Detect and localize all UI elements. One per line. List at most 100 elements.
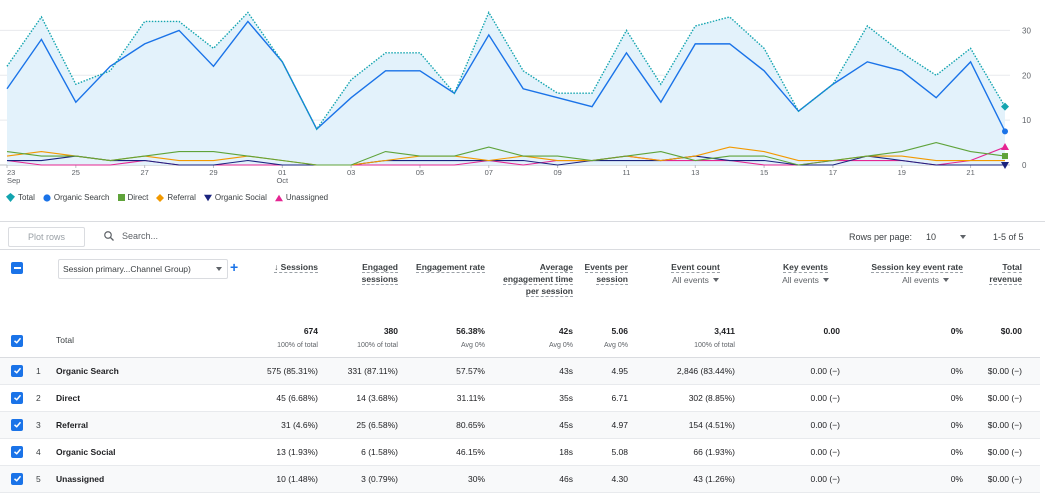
y-tick-label: 0	[1022, 161, 1027, 170]
cell-sessions: 31 (4.6%)	[281, 420, 318, 430]
table-row[interactable]: 1 Organic Search 575 (85.31%) 331 (87.11%) 5…	[0, 357, 1040, 385]
row-checkbox[interactable]	[11, 445, 23, 458]
legend-item[interactable]: Direct	[117, 193, 148, 202]
total-row: Total 674 100% of total 380 100% of total …	[0, 320, 1040, 358]
row-checkbox[interactable]	[11, 418, 23, 431]
legend-item[interactable]: Unassigned	[274, 193, 329, 202]
total-checkbox[interactable]	[11, 334, 23, 347]
x-tick-label: 27	[140, 168, 148, 177]
rows-per-page-select[interactable]: 10	[920, 228, 968, 246]
cell-event-count: 154 (4.51%)	[688, 420, 735, 430]
col-engagement-rate[interactable]: Engagement rate	[408, 250, 495, 320]
x-tick-label: 03	[347, 168, 355, 177]
y-tick-label: 10	[1022, 116, 1031, 125]
header-checkbox-cell	[0, 250, 36, 320]
col-engaged-sessions[interactable]: Engaged sessions	[328, 250, 408, 320]
cell-avg-engagement-time: 18s	[559, 447, 573, 457]
row-index: 2	[36, 393, 41, 403]
cell-events-per-session: 5.08	[611, 447, 628, 457]
x-tick-sublabel: Sep	[7, 176, 20, 185]
cell-avg-engagement-time: 45s	[559, 420, 573, 430]
table-row[interactable]: 3 Referral 31 (4.6%) 25 (6.58%) 80.65% 45s 4.9…	[0, 411, 1040, 439]
session-key-event-rate-filter[interactable]: All events	[902, 275, 949, 285]
cell-engagement-rate: 31.11%	[456, 393, 485, 403]
legend-label: Referral	[167, 193, 196, 202]
dimension-select[interactable]: Session primary...Channel Group)	[58, 259, 228, 279]
row-index: 5	[36, 474, 41, 484]
table-row[interactable]: 5 Unassigned 10 (1.48%) 3 (0.79%) 30% 46s 4.30…	[0, 465, 1040, 493]
col-session-key-event-rate[interactable]: Session key event rate All events	[858, 250, 973, 320]
table-body: 1 Organic Search 575 (85.31%) 331 (87.11%) 5…	[0, 357, 1040, 493]
line-chart[interactable]: 0 10 20 30 23 Sep 25 27 29 01 Oct 03 05 07 09 11 13 15 17 1…	[0, 0, 1045, 192]
col-sessions-label: ↓ Sessions	[274, 262, 318, 273]
header-row: ↓ Sessions Engaged sessions Engagement r…	[0, 249, 1040, 320]
total-sessions: 674	[303, 325, 318, 336]
total-event-count: 3,411	[714, 325, 735, 336]
total-session-key-event-rate: 0%	[950, 325, 963, 336]
row-index: 3	[36, 420, 41, 430]
legend-label: Organic Search	[53, 193, 110, 202]
cell-engaged-sessions: 3 (0.79%)	[361, 474, 398, 484]
legend-label: Unassigned	[285, 193, 329, 202]
cell-events-per-session: 6.71	[611, 393, 628, 403]
legend-item[interactable]: Referral	[156, 193, 196, 202]
col-total-revenue[interactable]: Total revenue	[973, 250, 1040, 320]
cell-total-revenue: $0.00 (−)	[987, 420, 1022, 430]
select-all-checkbox[interactable]	[11, 262, 23, 274]
chevron-down-icon	[216, 267, 222, 271]
report-table: ↓ Sessions Engaged sessions Engagement r…	[0, 249, 1040, 493]
table-row[interactable]: 4 Organic Social 13 (1.93%) 6 (1.58%) 46.15%…	[0, 439, 1040, 466]
x-tick-label: 15	[760, 168, 768, 177]
chevron-down-icon	[943, 278, 949, 282]
col-events-per-session[interactable]: Events per session	[583, 250, 638, 320]
marker-total	[1001, 102, 1009, 111]
x-tick-label: 11	[623, 168, 631, 177]
y-tick-label: 20	[1022, 71, 1031, 80]
series-line-direct	[6, 142, 1006, 166]
cell-session-key-event-rate: 0%	[950, 393, 963, 403]
y-tick-label: 30	[1022, 26, 1031, 35]
cell-events-per-session: 4.97	[611, 420, 628, 430]
total-event-count-sub: 100% of total	[694, 341, 735, 349]
row-checkbox[interactable]	[11, 364, 23, 377]
page-range: 1-5 of 5	[993, 232, 1024, 242]
chevron-down-icon	[712, 278, 719, 282]
row-checkbox[interactable]	[11, 391, 23, 404]
chart-legend: Total Organic Search Direct Referral Organic…	[6, 193, 328, 202]
total-events-per-session: 5.06	[611, 325, 628, 336]
col-key-events[interactable]: Key events All events	[753, 250, 858, 320]
total-engagement-rate-sub: Avg 0%	[461, 341, 485, 349]
legend-item[interactable]: Organic Social	[203, 193, 267, 202]
total-avg-engagement-time: 42s	[558, 325, 573, 336]
total-engaged-sessions-sub: 100% of total	[357, 341, 398, 349]
row-checkbox[interactable]	[11, 472, 23, 485]
key-events-filter[interactable]: All events	[782, 275, 829, 285]
x-tick-label: 13	[691, 168, 699, 177]
row-channel-name: Unassigned	[56, 474, 105, 484]
x-tick-label: 09	[553, 168, 561, 177]
col-avg-engagement-time[interactable]: Average engagement time per session	[495, 250, 583, 320]
col-event-count[interactable]: Event count All events	[638, 250, 753, 320]
cell-sessions: 575 (85.31%)	[266, 366, 318, 376]
plot-rows-button[interactable]: Plot rows	[8, 227, 85, 247]
cell-total-revenue: $0.00 (−)	[987, 393, 1022, 403]
total-events-per-session-sub: Avg 0%	[604, 341, 628, 349]
col-engagement-rate-label: Engagement rate	[416, 262, 485, 273]
legend-item[interactable]: Organic Search	[43, 193, 110, 202]
marker-unassigned	[1001, 143, 1009, 151]
legend-label: Total	[18, 193, 35, 202]
add-dimension-button[interactable]: +	[230, 259, 239, 275]
table-row[interactable]: 2 Direct 45 (6.68%) 14 (3.68%) 31.11% 35s 6.71…	[0, 385, 1040, 412]
col-sessions[interactable]: ↓ Sessions	[256, 250, 328, 320]
cell-session-key-event-rate: 0%	[950, 420, 963, 430]
session-key-event-rate-filter-label: All events	[902, 275, 939, 285]
event-count-filter[interactable]: All events	[672, 275, 719, 285]
cell-engaged-sessions: 25 (6.58%)	[356, 420, 398, 430]
diamond-pin-icon	[6, 193, 15, 202]
x-tick-label: 25	[72, 168, 80, 177]
cell-event-count: 2,846 (83.44%)	[676, 366, 735, 376]
cell-engagement-rate: 30%	[467, 474, 485, 484]
legend-item[interactable]: Total	[6, 193, 35, 202]
search-input[interactable]	[122, 227, 322, 245]
cell-session-key-event-rate: 0%	[950, 474, 963, 484]
